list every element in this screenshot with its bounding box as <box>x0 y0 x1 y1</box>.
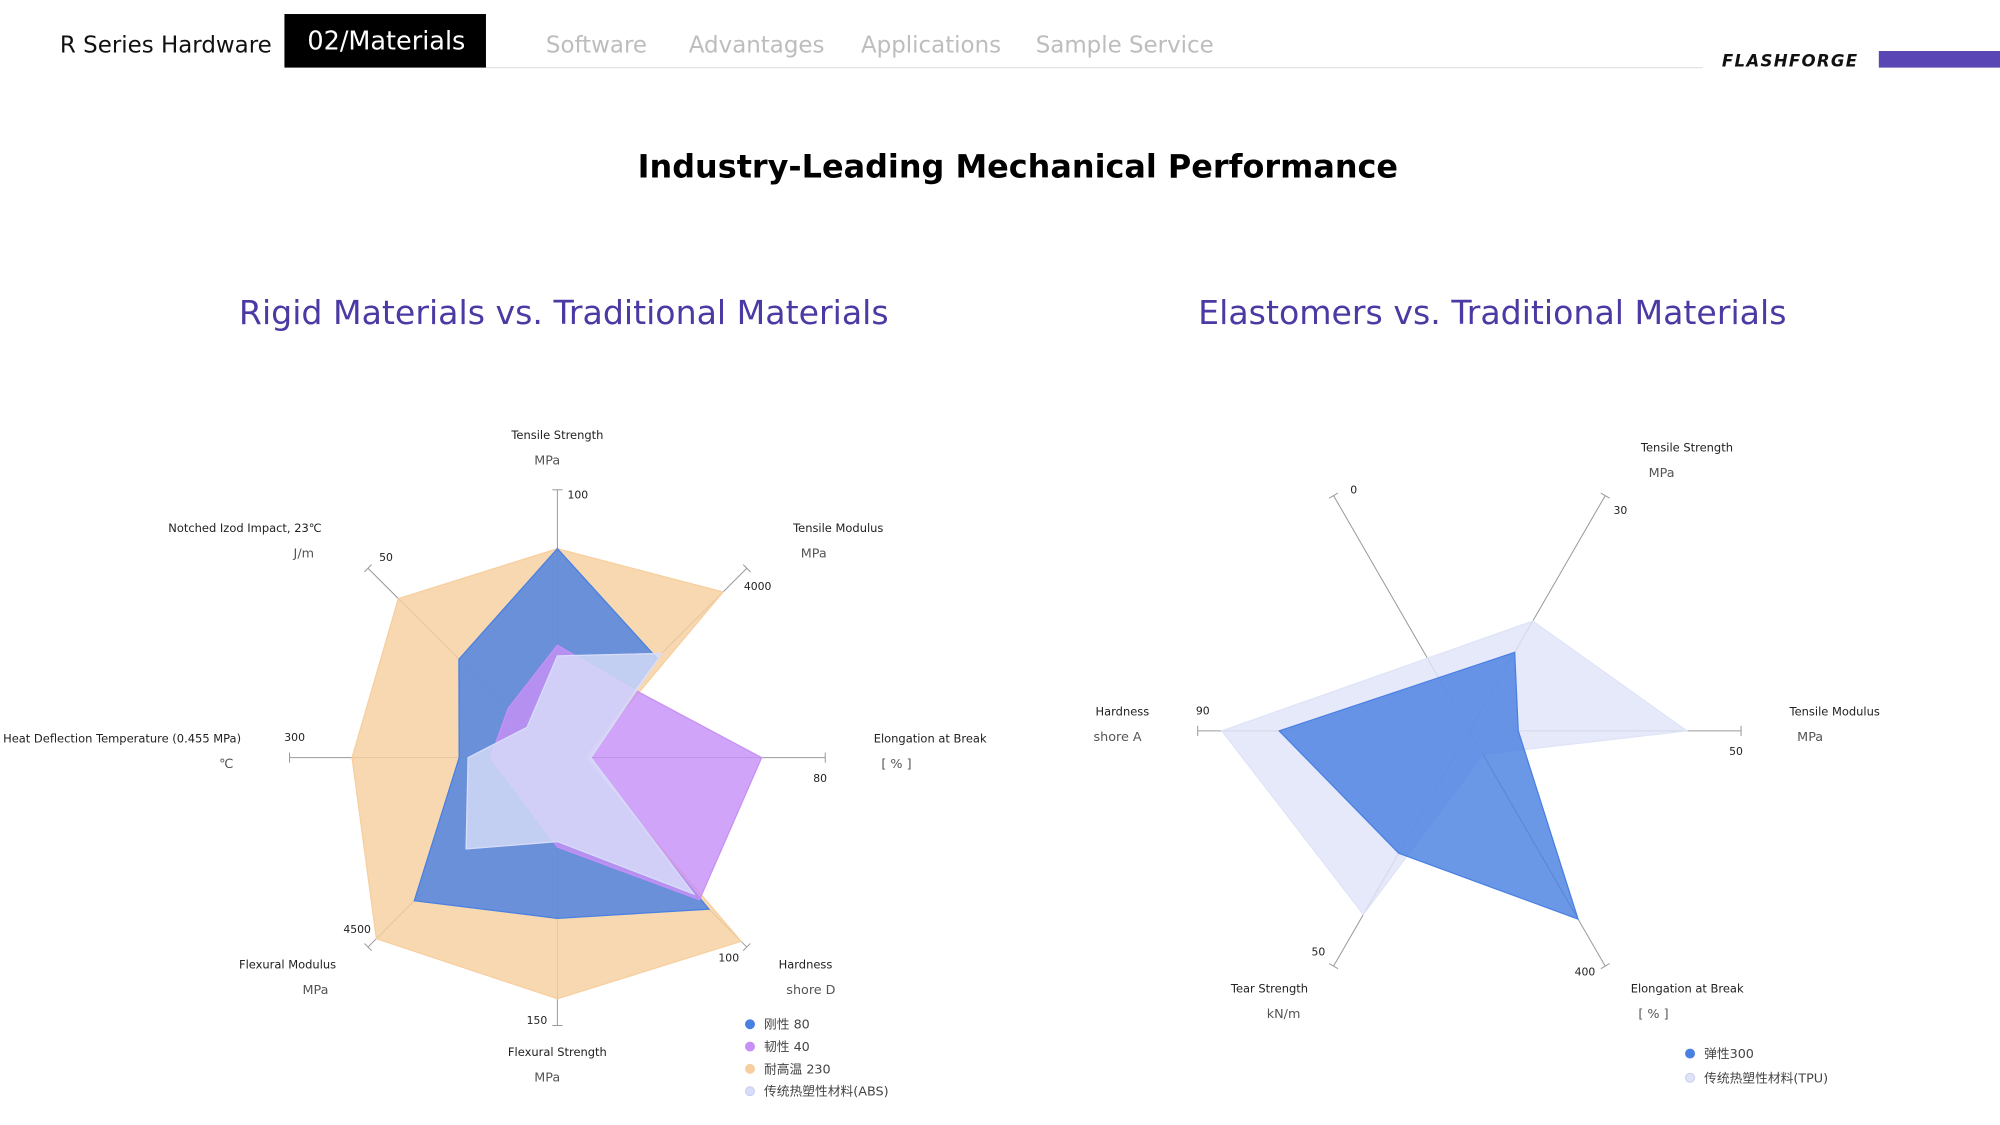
axis-end-tick <box>1600 492 1610 499</box>
legend-label: 传统热塑性材料(TPU) <box>1704 1071 1828 1086</box>
axis-end-tick <box>742 943 751 952</box>
brand-logo: FLASHFORGE <box>1722 51 1858 70</box>
axis-end-tick <box>742 564 751 573</box>
charts: Rigid Materials vs. Traditional Material… <box>3 293 1880 1100</box>
axis-max-label: 0 <box>1350 484 1357 497</box>
axis-end-tick <box>364 564 372 573</box>
axis-name: Heat Deflection Temperature (0.455 MPa) <box>3 731 241 745</box>
legend-label: 弹性300 <box>1704 1047 1754 1062</box>
axis-max-label: 50 <box>1729 745 1743 758</box>
legend-label: 刚性 80 <box>764 1018 810 1033</box>
axis-max-label: 150 <box>527 1014 548 1027</box>
axis-unit: J/m <box>293 547 314 562</box>
axis-name: Tear Strength <box>1230 982 1308 996</box>
axis-name: Notched Izod Impact, 23℃ <box>168 521 322 535</box>
nav-item[interactable]: Advantages <box>689 32 825 58</box>
axis-unit: shore D <box>786 983 835 998</box>
axis-name: Tensile Modulus <box>1789 705 1880 719</box>
axis-name: Hardness <box>779 958 833 972</box>
chart-title: Elastomers vs. Traditional Materials <box>1198 293 1786 332</box>
axis-max-label: 100 <box>567 489 588 502</box>
axis-unit: ℃ <box>219 757 233 772</box>
axis-max-label: 30 <box>1613 504 1627 517</box>
axis-end-tick <box>364 943 372 952</box>
legend-marker <box>745 1086 755 1097</box>
nav-item[interactable]: R Series Hardware <box>60 32 272 58</box>
axis-name: Tensile Modulus <box>792 521 883 535</box>
axis-name: Tensile Strength <box>1640 440 1733 454</box>
axis-name: Elongation at Break <box>874 731 987 745</box>
axis-max-label: 50 <box>1312 945 1326 958</box>
series-area <box>465 652 696 896</box>
axis-max-label: 50 <box>379 551 393 564</box>
axis-max-label: 400 <box>1575 966 1596 979</box>
axis-end-tick <box>1328 963 1339 970</box>
legend-label: 耐高温 230 <box>764 1061 831 1077</box>
legend-marker <box>1685 1072 1696 1083</box>
axis-name: Flexural Modulus <box>239 958 336 972</box>
axis-unit: MPa <box>1649 466 1675 481</box>
axis-name: Elongation at Break <box>1631 982 1744 996</box>
axis-max-label: 80 <box>813 772 827 785</box>
nav-item[interactable]: Applications <box>861 32 1001 58</box>
axis-unit: MPa <box>534 453 560 468</box>
axis-name: Tensile Strength <box>510 428 603 442</box>
axis-name: Flexural Strength <box>508 1045 607 1059</box>
axis-unit: shore A <box>1093 730 1141 745</box>
axis-unit: MPa <box>534 1071 560 1086</box>
legend-marker <box>745 1041 755 1052</box>
series-area <box>1278 651 1580 921</box>
nav-item[interactable]: Software <box>546 32 647 58</box>
axis-end-tick <box>1328 492 1339 499</box>
page-title: Industry-Leading Mechanical Performance <box>638 147 1398 185</box>
nav-item[interactable]: Sample Service <box>1036 32 1214 58</box>
nav-item[interactable]: 02/Materials <box>307 27 465 57</box>
axis-unit: kN/m <box>1267 1007 1301 1022</box>
axis-max-label: 4500 <box>343 923 371 936</box>
legend-label: 韧性 40 <box>764 1040 810 1055</box>
nav: R Series Hardware 02/Materials Software Adv… <box>60 14 1214 68</box>
axis-unit: [ % ] <box>881 757 911 772</box>
axis-name: Hardness <box>1096 705 1150 719</box>
legend-label: 传统热塑性材料(ABS) <box>764 1085 889 1100</box>
axis-unit: MPa <box>801 547 827 562</box>
axis-max-label: 4000 <box>744 580 772 593</box>
axis-unit: MPa <box>1797 730 1823 745</box>
nav-active-tab <box>284 14 486 68</box>
axis-end-tick <box>1600 963 1610 970</box>
axis-max-label: 300 <box>284 731 305 744</box>
axis-max-label: 100 <box>718 952 739 965</box>
axis-max-label: 90 <box>1196 704 1210 717</box>
axis-unit: [ % ] <box>1638 1007 1668 1022</box>
legend-marker <box>745 1019 755 1030</box>
brand-bar <box>1878 51 2000 68</box>
legend-marker <box>745 1063 755 1074</box>
chart-title: Rigid Materials vs. Traditional Material… <box>239 293 889 332</box>
legend-marker <box>1685 1048 1696 1059</box>
axis-unit: MPa <box>303 983 329 998</box>
